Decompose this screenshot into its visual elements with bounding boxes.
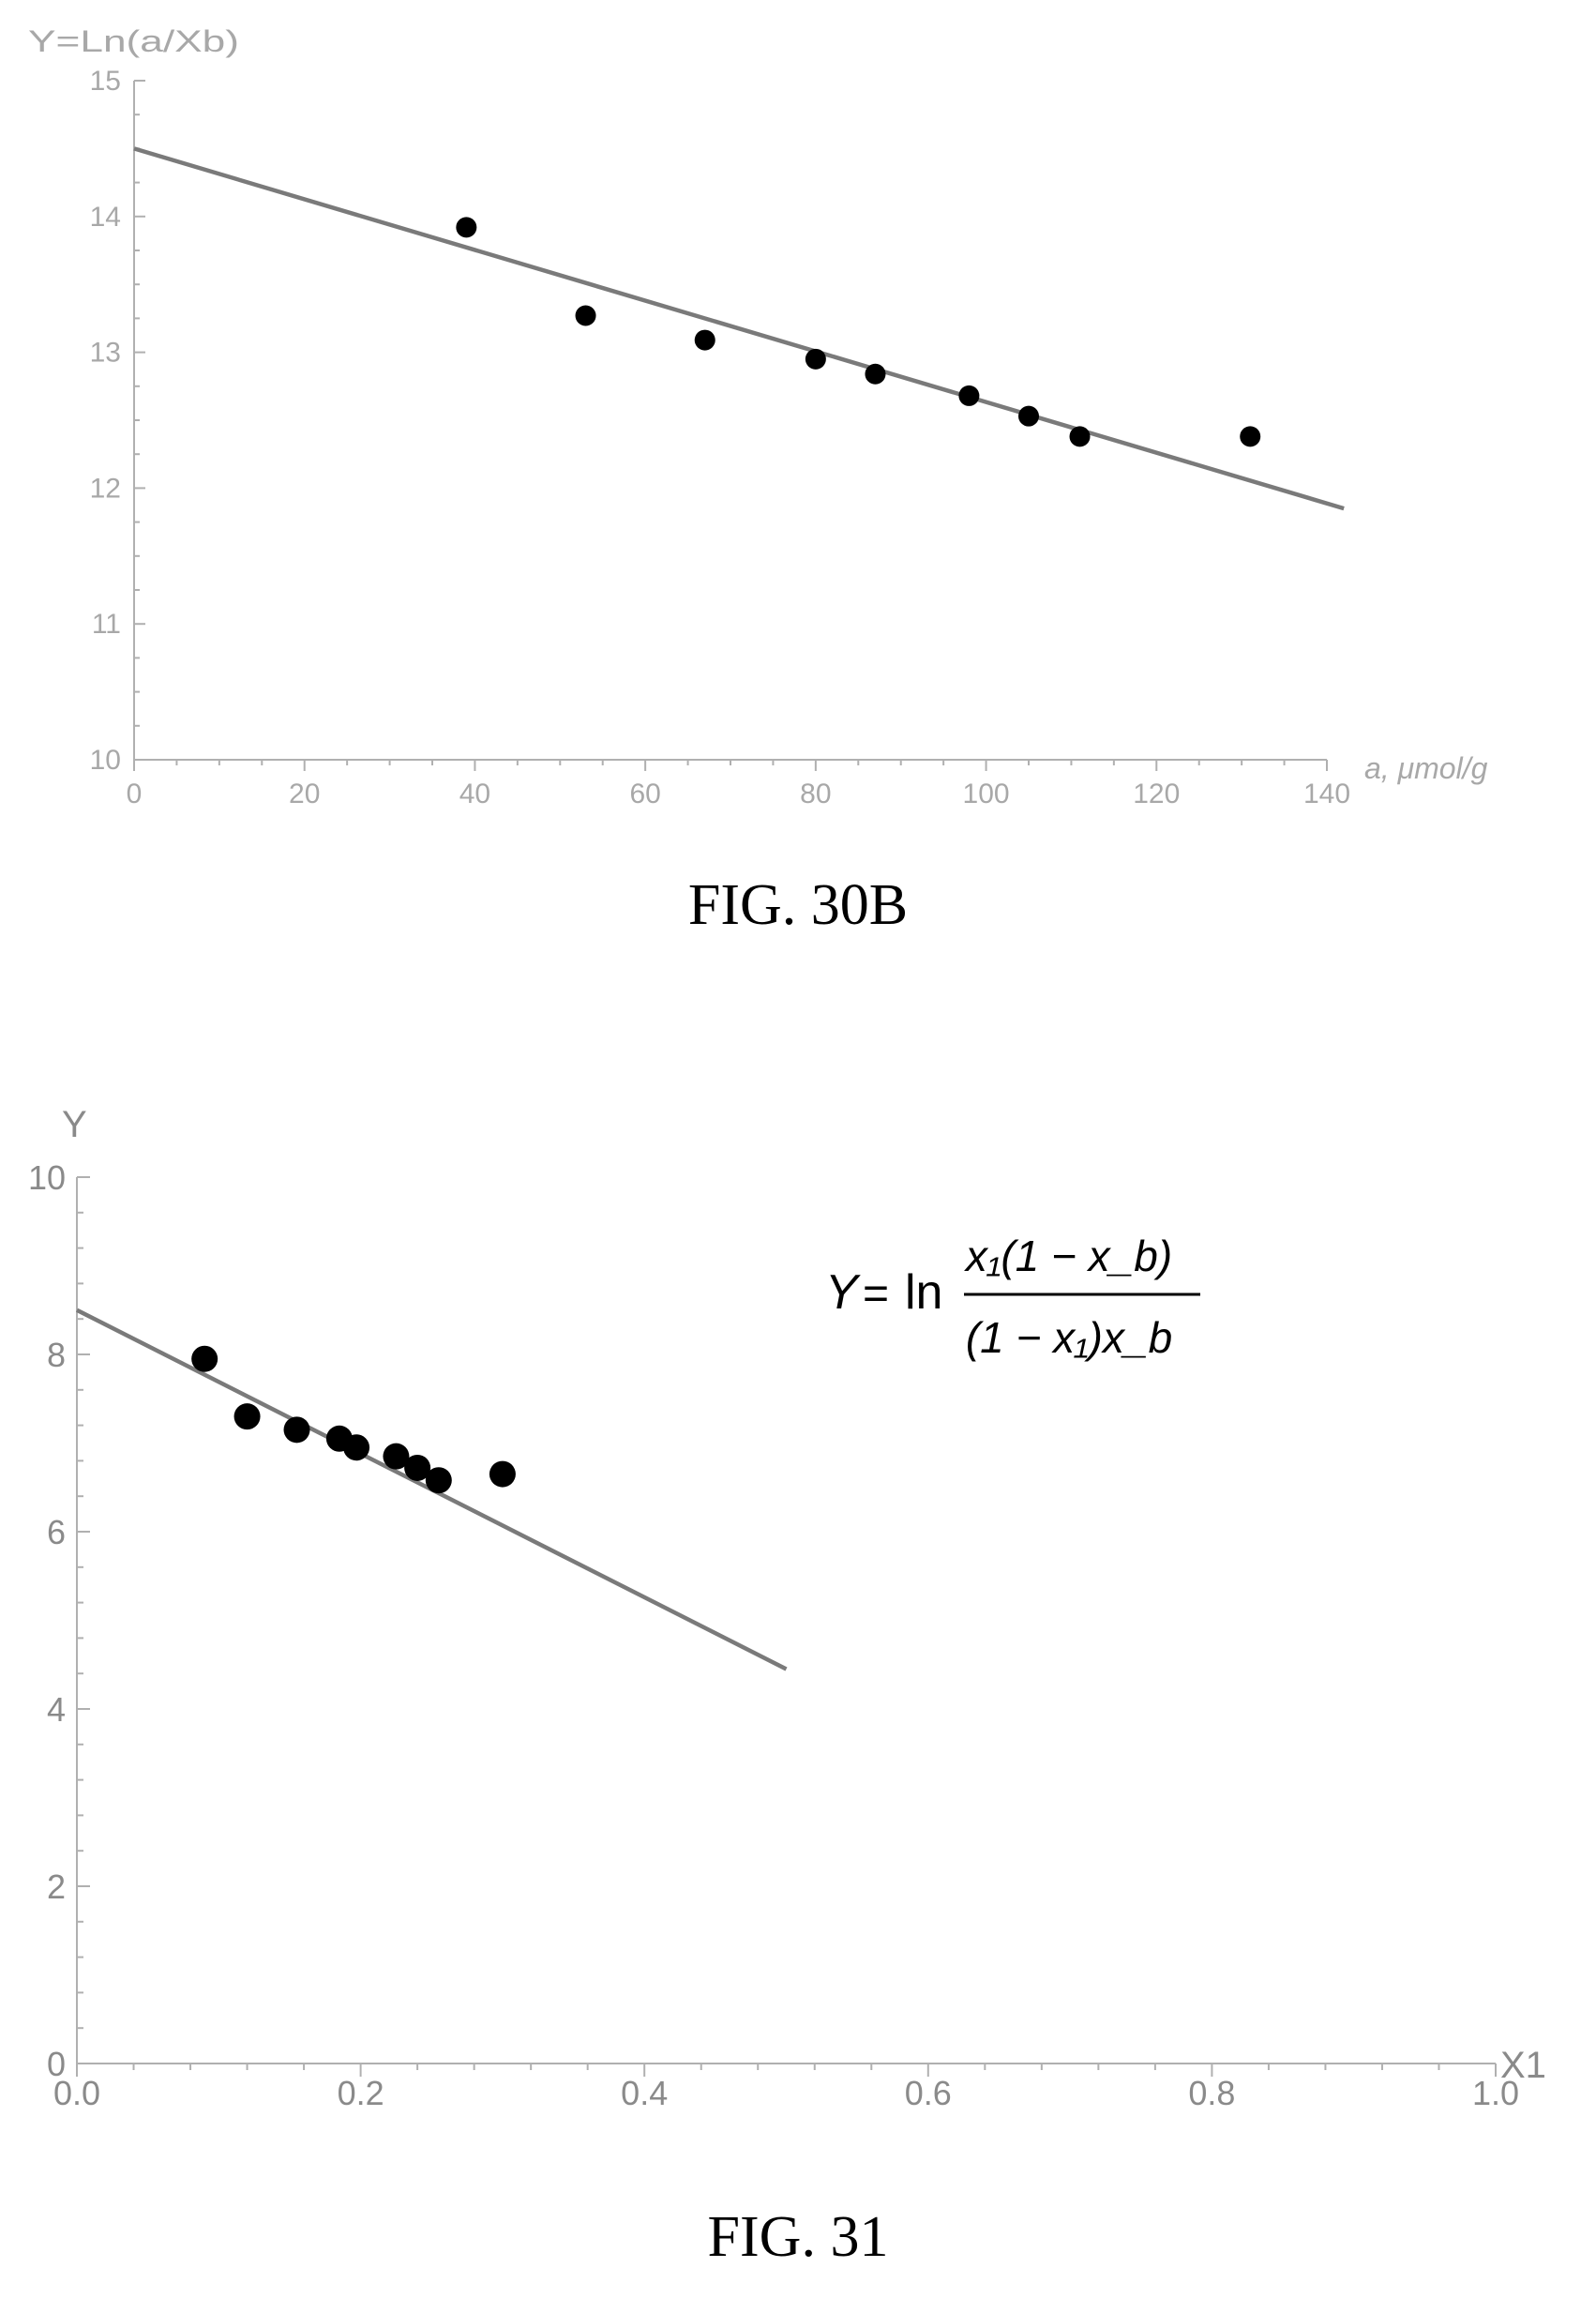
chart-fig-31: Y X1 0.0 0.2 0.4 0.6 0.8 1.0 0 2 4 6 8 10 Y = ln x₁…	[28, 1104, 1546, 2269]
y-tick-label: 15	[90, 66, 121, 97]
x-axis-label: X1	[1500, 2045, 1546, 2086]
data-point	[404, 1454, 431, 1481]
x-tick-label: 0	[127, 779, 143, 809]
data-point	[958, 385, 980, 406]
data-point	[865, 363, 886, 385]
formula-denominator: (1 − x₁)x_b	[966, 1313, 1172, 1362]
y-tick-label: 13	[90, 338, 121, 369]
data-point	[805, 348, 826, 370]
formula-lhs: Y	[825, 1265, 861, 1320]
data-point	[456, 217, 477, 238]
y-tick-label: 0	[47, 2045, 66, 2083]
x-tick-label: 0.0	[53, 2074, 100, 2112]
data-point	[489, 1460, 516, 1488]
x-tick-label: 0.6	[905, 2074, 952, 2112]
formula-equals: =	[863, 1269, 889, 1319]
axis-ticks: 0 20 40 60 80 100 120 140 10 11 12 13 14 15	[90, 66, 1350, 809]
x-tick-label: 20	[289, 779, 320, 809]
data-point	[575, 305, 596, 326]
x-tick-label: 60	[629, 779, 660, 809]
data-point	[1018, 405, 1039, 427]
x-tick-label: 80	[800, 779, 831, 809]
y-axis-label: Y	[62, 1104, 87, 1145]
chart-fig-30b: Y=Ln(a/Xb) a, μmol/g 0 20 40 60 80 100 120 140 1…	[28, 24, 1488, 937]
formula-fn: ln	[905, 1265, 942, 1320]
x-tick-label: 100	[963, 779, 1010, 809]
y-tick-label: 10	[90, 745, 121, 776]
x-tick-label: 140	[1303, 779, 1350, 809]
data-point	[233, 1403, 261, 1430]
data-point	[1240, 426, 1261, 447]
axis-ticks: 0.0 0.2 0.4 0.6 0.8 1.0 0 2 4 6 8 10	[28, 1158, 1519, 2112]
data-point	[1069, 426, 1091, 447]
data-points	[456, 217, 1261, 447]
data-point	[383, 1443, 410, 1470]
data-point	[343, 1434, 370, 1461]
x-tick-label: 1.0	[1472, 2074, 1519, 2112]
y-axis-label: Y=Ln(a/Xb)	[28, 24, 239, 58]
figure-caption: FIG. 31	[708, 2205, 889, 2269]
formula-annotation: Y = ln x₁(1 − x_b) (1 − x₁)x_b	[825, 1232, 1200, 1362]
x-axis-label: a, μmol/g	[1364, 751, 1488, 785]
data-point	[283, 1416, 310, 1444]
data-point	[425, 1467, 452, 1494]
y-tick-label: 12	[90, 473, 121, 504]
formula-numerator: x₁(1 − x_b)	[964, 1232, 1172, 1280]
fit-line	[133, 146, 1345, 511]
x-tick-label: 0.4	[621, 2074, 668, 2112]
data-point	[191, 1345, 218, 1372]
y-tick-label: 10	[28, 1158, 66, 1197]
x-tick-label: 40	[459, 779, 490, 809]
x-tick-label: 120	[1133, 779, 1180, 809]
figure-caption: FIG. 30B	[688, 873, 908, 937]
y-tick-label: 11	[92, 609, 121, 640]
y-tick-label: 2	[47, 1867, 66, 1906]
data-points	[191, 1345, 516, 1494]
data-point	[694, 329, 715, 351]
y-tick-label: 14	[90, 202, 121, 233]
x-tick-label: 0.8	[1188, 2074, 1235, 2112]
y-tick-label: 6	[47, 1513, 66, 1551]
y-tick-label: 4	[47, 1690, 66, 1729]
x-tick-label: 0.2	[338, 2074, 384, 2112]
y-tick-label: 8	[47, 1336, 66, 1374]
